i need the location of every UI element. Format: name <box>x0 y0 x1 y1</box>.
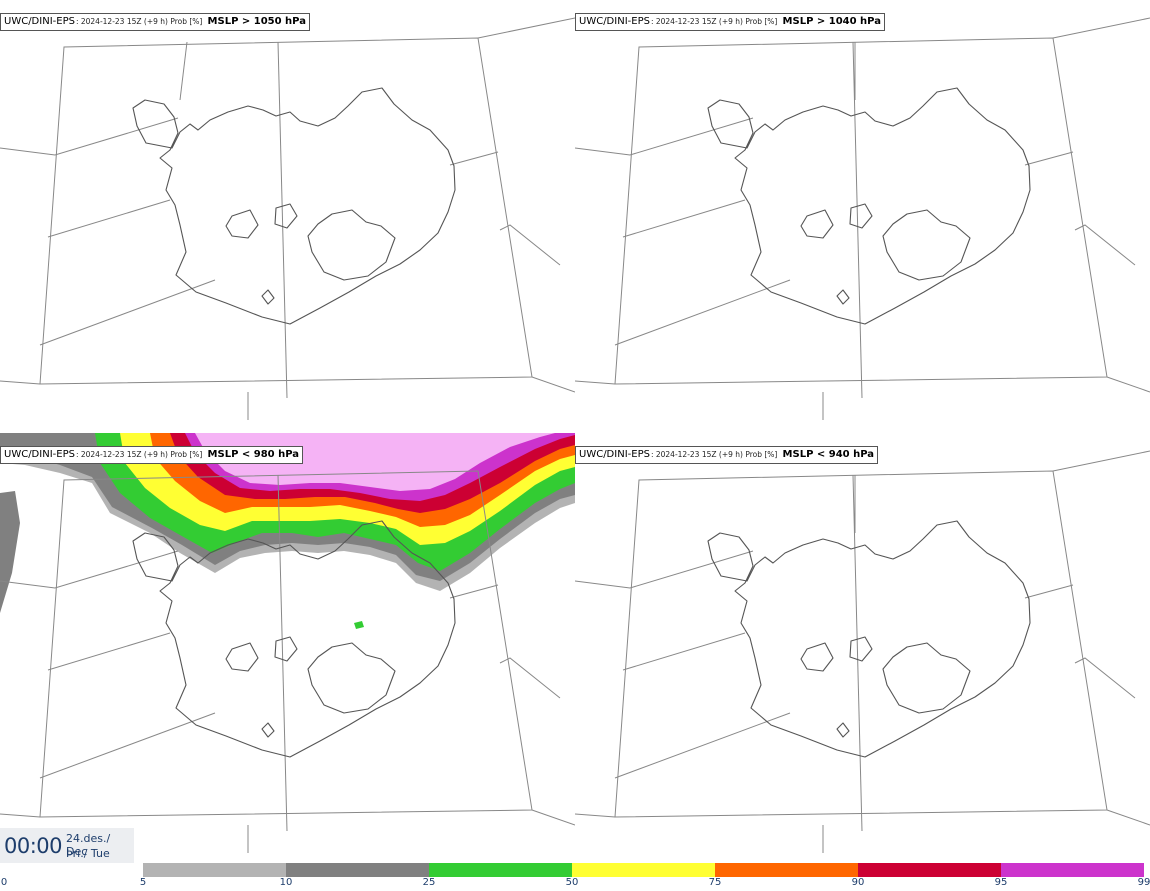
map-canvas <box>575 17 1150 420</box>
coastline <box>132 87 456 325</box>
map-panel-mslp-lt-980: UWC/DINI-EPS: 2024-12-23 15Z (+9 h) Prob… <box>0 433 575 865</box>
model-name: UWC/DINI-EPS <box>579 449 650 460</box>
run-info: : 2024-12-23 15Z (+9 h) Prob [%] <box>650 17 778 26</box>
legend-bin <box>429 863 572 877</box>
panel-title: UWC/DINI-EPS: 2024-12-23 15Z (+9 h) Prob… <box>0 446 304 464</box>
legend-tick-label: 75 <box>708 877 722 888</box>
map-canvas <box>575 450 1150 853</box>
model-name: UWC/DINI-EPS <box>4 449 75 460</box>
variable-label: MSLP < 940 hPa <box>782 449 875 460</box>
legend-bin <box>143 863 286 877</box>
coastline <box>707 520 1031 758</box>
legend-bin <box>572 863 715 877</box>
graticule <box>575 17 1150 420</box>
run-info: : 2024-12-23 15Z (+9 h) Prob [%] <box>75 450 203 459</box>
legend-tick-label: 0 <box>0 877 8 888</box>
coastline <box>707 87 1031 325</box>
legend-bin <box>1001 863 1144 877</box>
valid-time: 00:00 <box>4 834 63 858</box>
map-panel-mslp-gt-1050: UWC/DINI-EPS: 2024-12-23 15Z (+9 h) Prob… <box>0 0 575 432</box>
panel-title: UWC/DINI-EPS: 2024-12-23 15Z (+9 h) Prob… <box>575 446 879 464</box>
run-info: : 2024-12-23 15Z (+9 h) Prob [%] <box>75 17 203 26</box>
legend-bin <box>286 863 429 877</box>
legend-tick-label: 95 <box>994 877 1008 888</box>
prob-small-spot <box>354 621 364 629</box>
model-name: UWC/DINI-EPS <box>4 16 75 27</box>
valid-weekday: Þri./ Tue <box>66 847 110 860</box>
valid-time-box: 00:00 24.des./ Dec Þri./ Tue <box>0 828 134 863</box>
legend-tick-label: 90 <box>851 877 865 888</box>
legend-tick-label: 50 <box>565 877 579 888</box>
prob-blob <box>0 491 20 613</box>
panel-title: UWC/DINI-EPS: 2024-12-23 15Z (+9 h) Prob… <box>0 13 310 31</box>
model-name: UWC/DINI-EPS <box>579 16 650 27</box>
color-legend: 0 5 10 25 50 75 90 95 99 <box>0 862 1150 891</box>
legend-tick-label: 10 <box>279 877 293 888</box>
map-canvas <box>0 17 575 420</box>
map-canvas <box>0 433 575 853</box>
legend-bin <box>858 863 1001 877</box>
map-panel-mslp-lt-940: UWC/DINI-EPS: 2024-12-23 15Z (+9 h) Prob… <box>575 433 1150 865</box>
panel-title: UWC/DINI-EPS: 2024-12-23 15Z (+9 h) Prob… <box>575 13 885 31</box>
run-info: : 2024-12-23 15Z (+9 h) Prob [%] <box>650 450 778 459</box>
legend-tick-label: 25 <box>422 877 436 888</box>
coastline <box>132 520 456 758</box>
graticule <box>0 17 575 420</box>
valid-date: 24.des./ Dec <box>66 832 111 858</box>
graticule <box>575 450 1150 853</box>
map-panel-mslp-gt-1040: UWC/DINI-EPS: 2024-12-23 15Z (+9 h) Prob… <box>575 0 1150 432</box>
variable-label: MSLP > 1050 hPa <box>207 16 306 27</box>
legend-tick-label: 99 <box>1137 877 1150 888</box>
graticule <box>0 470 575 853</box>
variable-label: MSLP < 980 hPa <box>207 449 300 460</box>
legend-tick-label: 5 <box>139 877 147 888</box>
legend-bin <box>715 863 858 877</box>
variable-label: MSLP > 1040 hPa <box>782 16 881 27</box>
